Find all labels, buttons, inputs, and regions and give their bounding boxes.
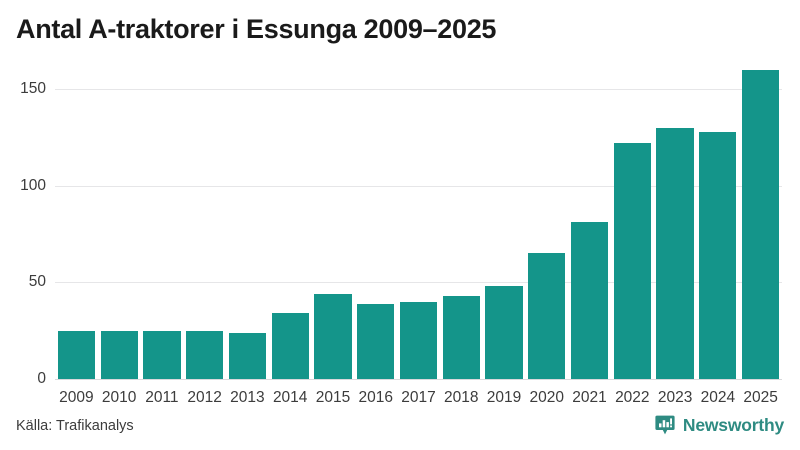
x-axis-tick-label: 2013 bbox=[230, 389, 265, 406]
y-axis-tick-label: 150 bbox=[20, 80, 46, 97]
x-axis-tick-label: 2009 bbox=[59, 389, 94, 406]
bar-2022 bbox=[613, 143, 651, 379]
x-axis-tick-label: 2011 bbox=[145, 389, 179, 406]
bar-2023 bbox=[656, 127, 694, 379]
y-axis-tick-label: 50 bbox=[28, 273, 46, 291]
bar-2019 bbox=[485, 286, 523, 379]
bar-2014 bbox=[271, 313, 309, 379]
chart-footer: Källa: Trafikanalys Newsworthy bbox=[0, 408, 800, 450]
x-axis-tick-label: 2012 bbox=[187, 389, 222, 406]
x-axis-tick-label: 2025 bbox=[743, 389, 778, 406]
bar-2012 bbox=[186, 330, 224, 379]
gridline-100: 100 bbox=[20, 177, 782, 194]
bar-2010 bbox=[100, 330, 138, 379]
x-axis-tick-label: 2019 bbox=[486, 389, 522, 406]
bar-chart-pin-icon bbox=[654, 414, 676, 436]
bar-2025 bbox=[741, 69, 780, 379]
x-axis-tick-label: 2023 bbox=[657, 389, 693, 406]
gridline-50: 50 bbox=[29, 273, 782, 290]
bar-2017 bbox=[399, 301, 438, 379]
bar-series bbox=[55, 60, 782, 379]
brand-name: Newsworthy bbox=[682, 414, 784, 435]
bar-2024 bbox=[699, 131, 737, 379]
x-axis-tick-label: 2018 bbox=[444, 389, 479, 406]
newsworthy-logo: Newsworthy bbox=[654, 414, 784, 436]
x-axis-tick-label: 2015 bbox=[315, 389, 351, 406]
x-axis-tick-label: 2022 bbox=[615, 389, 650, 406]
bar-2009 bbox=[57, 330, 95, 379]
source-note: Källa: Trafikanalys bbox=[16, 418, 134, 434]
x-axis-tick-label: 2014 bbox=[272, 389, 308, 406]
bar-2021 bbox=[570, 222, 609, 379]
x-axis-tick-label: 2016 bbox=[358, 389, 393, 406]
x-axis-tick-label: 2024 bbox=[700, 389, 736, 406]
x-axis-tick-label: 2020 bbox=[529, 389, 565, 406]
bar-2020 bbox=[528, 253, 566, 379]
plot-area: 0 50 100 150 bbox=[20, 60, 782, 387]
y-gridlines: 0 50 100 150 bbox=[20, 60, 782, 387]
x-axis-tick-label: 2021 bbox=[572, 389, 607, 406]
gridline-150: 150 bbox=[20, 80, 782, 97]
chart-title: Antal A-traktorer i Essunga 2009–2025 bbox=[16, 14, 497, 44]
y-axis-tick-label: 100 bbox=[20, 176, 46, 194]
x-axis-labels: 2009 2010 2011 2012 2013 2014 2015 2016 2017 2018… bbox=[55, 389, 782, 413]
bar-2011 bbox=[143, 330, 181, 379]
x-axis-tick-label: 2010 bbox=[101, 389, 137, 406]
bar-2016 bbox=[357, 303, 395, 379]
y-axis-tick-label: 0 bbox=[37, 370, 46, 387]
x-axis-tick-label: 2017 bbox=[401, 389, 436, 406]
bar-2013 bbox=[228, 332, 267, 379]
bar-2018 bbox=[442, 295, 480, 379]
gridline-0: 0 bbox=[37, 370, 782, 387]
bar-2015 bbox=[314, 293, 352, 379]
